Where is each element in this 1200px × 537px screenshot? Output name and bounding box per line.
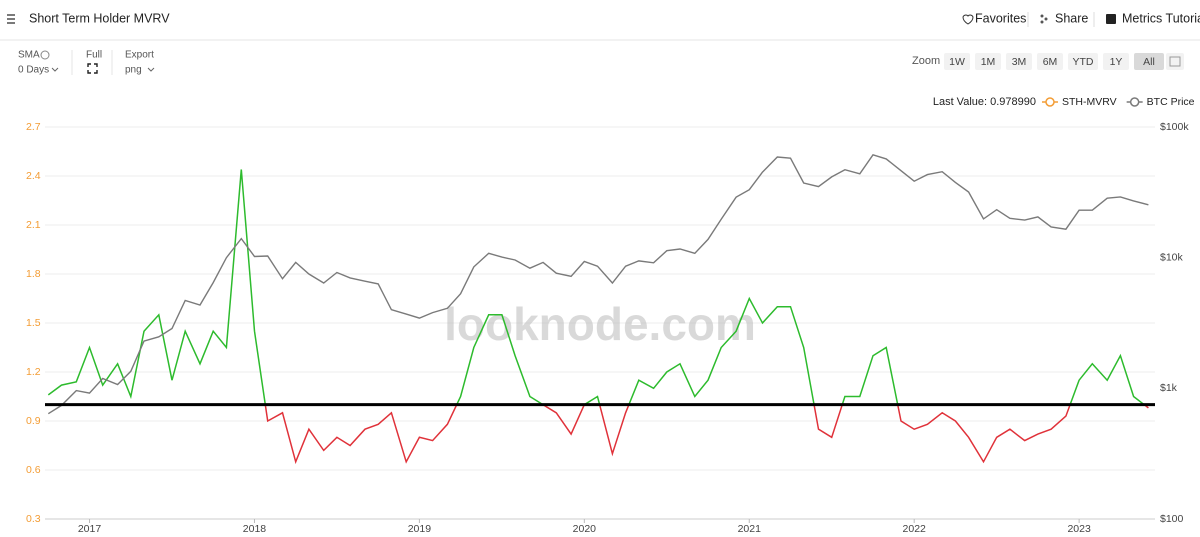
export-label: Export — [125, 50, 154, 61]
full-label: Full — [86, 50, 102, 61]
zoom-button[interactable] — [944, 53, 970, 70]
zoom-button[interactable] — [1006, 53, 1032, 70]
y2-tick-label: $10k — [1160, 251, 1184, 263]
y2-tick-label: $1k — [1160, 382, 1178, 394]
favorites-button[interactable]: Favorites — [975, 11, 1026, 25]
watermark: looknode.com — [444, 298, 756, 350]
header: Short Term Holder MVRV Favorites Share M… — [0, 11, 1200, 41]
zoom-button-label: All — [1143, 56, 1155, 68]
y-tick-label: 0.9 — [26, 415, 41, 427]
zoom-button[interactable] — [975, 53, 1001, 70]
y2-tick-label: $100 — [1160, 513, 1184, 525]
mvrv-line-above — [47, 169, 1146, 405]
y-tick-label: 1.5 — [26, 317, 41, 329]
last-value: Last Value: 0.978990 — [933, 96, 1036, 108]
tutorial-button[interactable]: Metrics Tutorial — [1122, 11, 1200, 25]
zoom-button-label: 3M — [1012, 56, 1027, 68]
x-tick-label: 2023 — [1067, 523, 1091, 535]
x-tick-label: 2022 — [903, 523, 927, 535]
zoom-button-label: 1W — [949, 56, 965, 68]
zoom-button[interactable] — [1037, 53, 1063, 70]
chevron — [51, 67, 59, 72]
x-tick-label: 2018 — [243, 523, 267, 535]
zoom-button[interactable] — [1134, 53, 1164, 70]
export-select[interactable]: png — [125, 65, 142, 76]
chevron — [147, 67, 155, 72]
zoom-button-label: 1Y — [1110, 56, 1123, 68]
fullscreen-button[interactable] — [87, 63, 98, 74]
y-tick-label: 0.6 — [26, 464, 41, 476]
zoom-label: Zoom — [912, 55, 940, 67]
share-button[interactable]: Share — [1055, 11, 1088, 25]
y-tick-label: 0.3 — [26, 513, 41, 525]
x-tick-label: 2019 — [408, 523, 432, 535]
y-tick-label: 2.7 — [26, 121, 41, 133]
zoom-button[interactable] — [1103, 53, 1129, 70]
plot: 0.3 0.6 0.9 1.2 1.5 1.8 2.1 2.4 2.7 $100 $1k $10k $1… — [26, 96, 1195, 535]
zoom-buttons: 1W 1M 3M 6M YTD 1Y All — [944, 53, 1164, 70]
y2-tick-label: $100k — [1160, 121, 1189, 133]
sma-label: SMA — [18, 50, 40, 61]
calendar-icon — [1169, 56, 1181, 67]
zoom-button[interactable] — [1068, 53, 1098, 70]
y-tick-label: 2.1 — [26, 219, 41, 231]
y-tick-label: 2.4 — [26, 170, 41, 182]
zoom-button-label: YTD — [1073, 56, 1094, 68]
x-tick-label: 2020 — [573, 523, 597, 535]
legend-swatch — [1045, 97, 1055, 107]
price-line — [47, 153, 1149, 415]
heart-icon — [962, 14, 974, 25]
mvrv-line-below — [264, 404, 1149, 465]
legend-label[interactable]: STH-MVRV — [1062, 96, 1117, 108]
toolbar: SMA 0 Days Full Export png Zoom 1W 1M 3M 6M… — [18, 50, 1184, 76]
tutorial-icon — [1106, 14, 1116, 24]
page-title: Short Term Holder MVRV — [29, 11, 170, 25]
share-icon — [1040, 14, 1048, 24]
info-icon — [40, 50, 50, 60]
x-tick-label: 2017 — [78, 523, 102, 535]
y-tick-label: 1.8 — [26, 268, 41, 280]
y-tick-label: 1.2 — [26, 366, 41, 378]
menu-icon[interactable] — [7, 14, 15, 24]
sma-select[interactable]: 0 Days — [18, 65, 49, 76]
calendar-button[interactable] — [1166, 53, 1184, 70]
zoom-button-label: 1M — [981, 56, 996, 68]
zoom-button-label: 6M — [1043, 56, 1058, 68]
x-tick-label: 2021 — [738, 523, 762, 535]
legend-swatch — [1129, 97, 1140, 107]
legend-label[interactable]: BTC Price — [1147, 96, 1195, 108]
